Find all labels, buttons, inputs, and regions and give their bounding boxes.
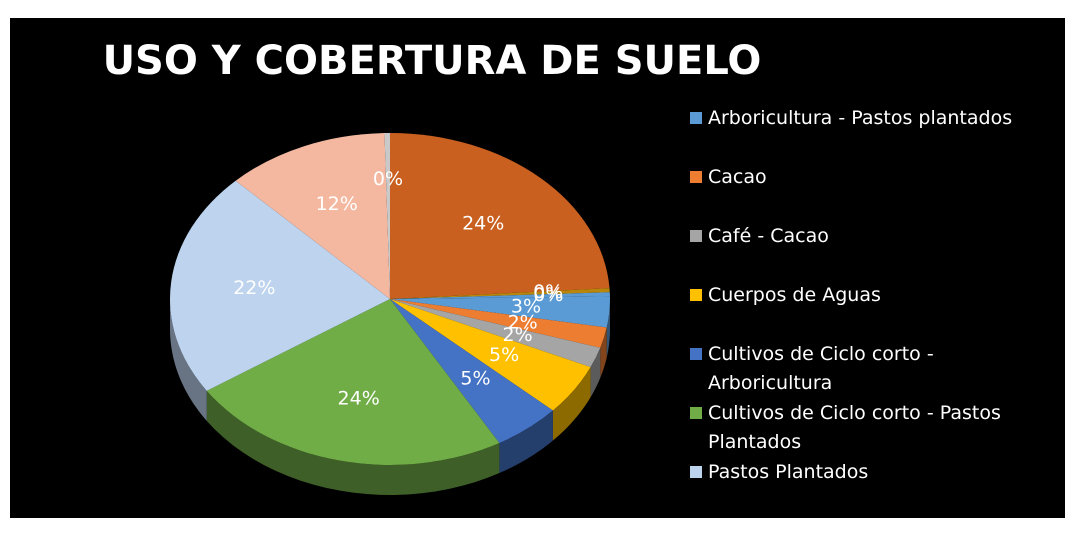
data-label: 22% bbox=[233, 277, 275, 299]
legend-item: Cacao bbox=[690, 163, 1060, 192]
data-label: 5% bbox=[489, 344, 519, 366]
data-label: 3% bbox=[511, 296, 541, 318]
slice-side bbox=[206, 390, 500, 495]
slice bbox=[390, 292, 610, 299]
slice-side bbox=[590, 347, 601, 398]
data-label: 0% bbox=[373, 168, 403, 190]
legend-label: Cuerpos de Aguas bbox=[708, 284, 881, 306]
slice-side bbox=[600, 327, 607, 378]
slice bbox=[170, 180, 390, 391]
slice bbox=[390, 299, 607, 348]
legend-label: Cultivos de Ciclo corto - Arboricultura bbox=[708, 343, 934, 394]
data-label: 5% bbox=[460, 368, 490, 390]
legend-item: Cuerpos de Aguas bbox=[690, 281, 1060, 310]
data-label: 0% bbox=[533, 284, 563, 306]
legend-label: Arboricultura - Pastos plantados bbox=[708, 107, 1013, 129]
slice-side bbox=[499, 410, 553, 474]
slice bbox=[390, 133, 610, 299]
legend-swatch bbox=[690, 348, 702, 360]
slice-side bbox=[170, 299, 207, 421]
slice bbox=[384, 133, 390, 299]
legend-label: Café - Cacao bbox=[708, 225, 829, 247]
slice bbox=[235, 133, 390, 299]
data-label: 2% bbox=[508, 311, 538, 333]
slice-side bbox=[552, 367, 591, 441]
data-label: 2% bbox=[503, 324, 533, 346]
slice-side bbox=[606, 299, 610, 358]
legend-item: Café - Cacao bbox=[690, 222, 1060, 251]
data-label: 24% bbox=[338, 388, 380, 410]
slice bbox=[390, 299, 591, 411]
data-label: 24% bbox=[462, 212, 504, 234]
legend-item: Arboricultura - Pastos plantados bbox=[690, 104, 1060, 133]
slice bbox=[390, 299, 601, 368]
legend-item: Pastos Plantados bbox=[690, 458, 1060, 487]
legend-swatch bbox=[690, 407, 702, 419]
slice bbox=[390, 296, 610, 328]
legend-label: Cacao bbox=[708, 166, 767, 188]
legend-swatch bbox=[690, 230, 702, 242]
legend-swatch bbox=[690, 289, 702, 301]
slice bbox=[390, 288, 610, 299]
legend-swatch bbox=[690, 171, 702, 183]
legend-label: Pastos Plantados bbox=[708, 461, 869, 483]
legend-swatch bbox=[690, 112, 702, 124]
data-label: 12% bbox=[316, 193, 358, 215]
legend-label: Cultivos de Ciclo corto - Pastos Plantad… bbox=[708, 402, 1001, 453]
chart-title: USO Y COBERTURA DE SUELO bbox=[103, 38, 762, 84]
data-label: 0% bbox=[533, 281, 563, 303]
slice bbox=[206, 299, 500, 465]
slice bbox=[390, 299, 553, 444]
legend-item: Cultivos de Ciclo corto - Arboricultura bbox=[690, 340, 1060, 398]
legend-swatch bbox=[690, 466, 702, 478]
legend-item: Cultivos de Ciclo corto - Pastos Plantad… bbox=[690, 399, 1060, 457]
